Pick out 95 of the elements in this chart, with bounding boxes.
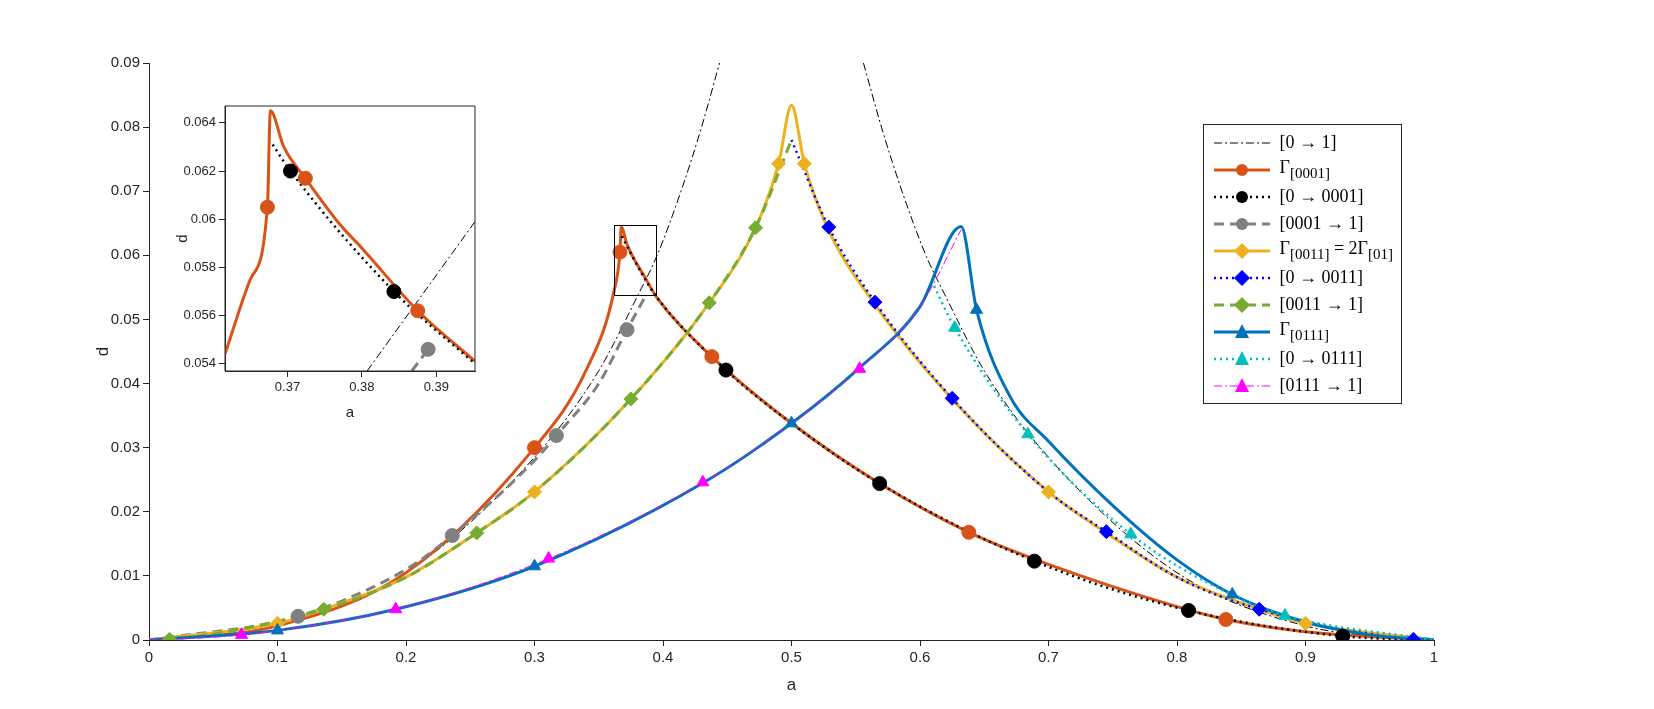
point bbox=[1181, 603, 1197, 619]
x-tick-label: 0.39 bbox=[423, 379, 449, 395]
y-tick-label: 0.06 bbox=[190, 210, 216, 226]
point bbox=[1218, 611, 1234, 627]
x-tick-label: 0.4 bbox=[652, 648, 674, 666]
point bbox=[969, 302, 984, 314]
point bbox=[1251, 601, 1267, 617]
y-tick-label: 0.01 bbox=[110, 566, 140, 584]
legend-label: [0 → 0011] bbox=[1279, 267, 1363, 288]
point bbox=[619, 322, 635, 338]
point bbox=[696, 474, 710, 487]
x-tick-label: 0.8 bbox=[1166, 648, 1188, 666]
y-tick-label: 0.07 bbox=[110, 181, 140, 199]
point bbox=[1026, 553, 1042, 569]
point bbox=[1041, 484, 1056, 500]
y-tick-label: 0.05 bbox=[110, 309, 140, 327]
point bbox=[704, 349, 720, 365]
point bbox=[748, 220, 764, 236]
point bbox=[316, 601, 332, 617]
point bbox=[386, 284, 402, 299]
x-axis-title: a bbox=[345, 403, 355, 421]
point bbox=[821, 219, 837, 235]
point bbox=[944, 390, 960, 406]
x-tick-label: 0.9 bbox=[1295, 648, 1316, 666]
legend-label: Γ$_{[0011]}$ = 2Γ$_{[01]}$ bbox=[1279, 238, 1393, 263]
point bbox=[1225, 586, 1239, 599]
point bbox=[1278, 608, 1292, 620]
y-tick-label: 0.058 bbox=[183, 258, 216, 274]
legend-label: Γ$_{[0001]}$ bbox=[1279, 157, 1330, 182]
point bbox=[701, 295, 717, 311]
point bbox=[623, 391, 639, 407]
x-tick-label: 0.1 bbox=[267, 648, 288, 666]
point bbox=[1021, 426, 1035, 439]
point bbox=[389, 601, 403, 614]
point bbox=[718, 362, 734, 378]
legend-label: [0 → 0001] bbox=[1279, 186, 1364, 207]
point bbox=[282, 163, 298, 179]
legend-label: [0 → 1] bbox=[1279, 132, 1337, 153]
line-series bbox=[149, 229, 962, 640]
point bbox=[1124, 526, 1138, 539]
point bbox=[1298, 615, 1313, 631]
point bbox=[270, 622, 285, 635]
legend-label: [0 → 0111] bbox=[1279, 348, 1363, 369]
point bbox=[290, 608, 306, 624]
point bbox=[948, 320, 962, 332]
y-tick-label: 0.04 bbox=[110, 373, 140, 391]
point bbox=[469, 525, 485, 541]
point bbox=[444, 528, 460, 543]
point bbox=[867, 294, 883, 310]
point bbox=[527, 440, 542, 456]
x-tick-label: 0.7 bbox=[1038, 648, 1059, 666]
legend-label: Γ$_{[0111]}$ bbox=[1279, 319, 1329, 344]
point bbox=[853, 361, 867, 373]
point bbox=[784, 415, 799, 428]
y-tick-label: 0.064 bbox=[183, 114, 216, 130]
y-tick-label: 0.06 bbox=[110, 245, 140, 263]
y-tick-label: 0.09 bbox=[110, 53, 140, 71]
point bbox=[612, 244, 628, 260]
y-tick-label: 0.08 bbox=[110, 117, 140, 135]
point bbox=[410, 303, 426, 319]
x-tick-label: 0.5 bbox=[781, 648, 802, 666]
x-tick-label: 0.6 bbox=[909, 648, 931, 666]
y-tick-label: 0.054 bbox=[183, 355, 216, 371]
legend-label: [0011 → 1] bbox=[1279, 294, 1363, 315]
point bbox=[771, 156, 787, 172]
point bbox=[542, 551, 556, 563]
point bbox=[259, 199, 275, 215]
line-series bbox=[932, 284, 1434, 640]
point bbox=[872, 476, 888, 492]
point bbox=[420, 341, 436, 357]
y-tick-label: 0.062 bbox=[183, 162, 216, 178]
y-tick-label: 0.02 bbox=[110, 501, 140, 519]
x-tick-label: 1 bbox=[1429, 648, 1439, 666]
point bbox=[961, 524, 977, 540]
x-tick-label: 0.37 bbox=[274, 379, 301, 395]
y-axis-title: d bbox=[92, 346, 112, 357]
legend-label: [0001 → 1] bbox=[1279, 213, 1364, 234]
point bbox=[548, 427, 564, 443]
point bbox=[527, 558, 542, 571]
y-tick-label: 0.03 bbox=[110, 437, 140, 455]
point bbox=[297, 170, 313, 186]
y-tick-label: 0.056 bbox=[183, 307, 216, 323]
point bbox=[234, 627, 249, 639]
legend-label: [0111 → 1] bbox=[1279, 375, 1363, 396]
point bbox=[527, 484, 542, 500]
point bbox=[796, 156, 812, 172]
x-axis-title: a bbox=[786, 675, 797, 695]
x-tick-label: 0 bbox=[144, 648, 154, 666]
y-axis-title: d bbox=[173, 234, 191, 243]
x-tick-label: 0.38 bbox=[349, 379, 375, 395]
x-tick-label: 0.3 bbox=[524, 648, 545, 666]
line-series bbox=[225, 109, 475, 363]
x-tick-label: 0.2 bbox=[395, 648, 417, 666]
point bbox=[1098, 524, 1114, 540]
y-tick-label: 0 bbox=[131, 630, 140, 648]
